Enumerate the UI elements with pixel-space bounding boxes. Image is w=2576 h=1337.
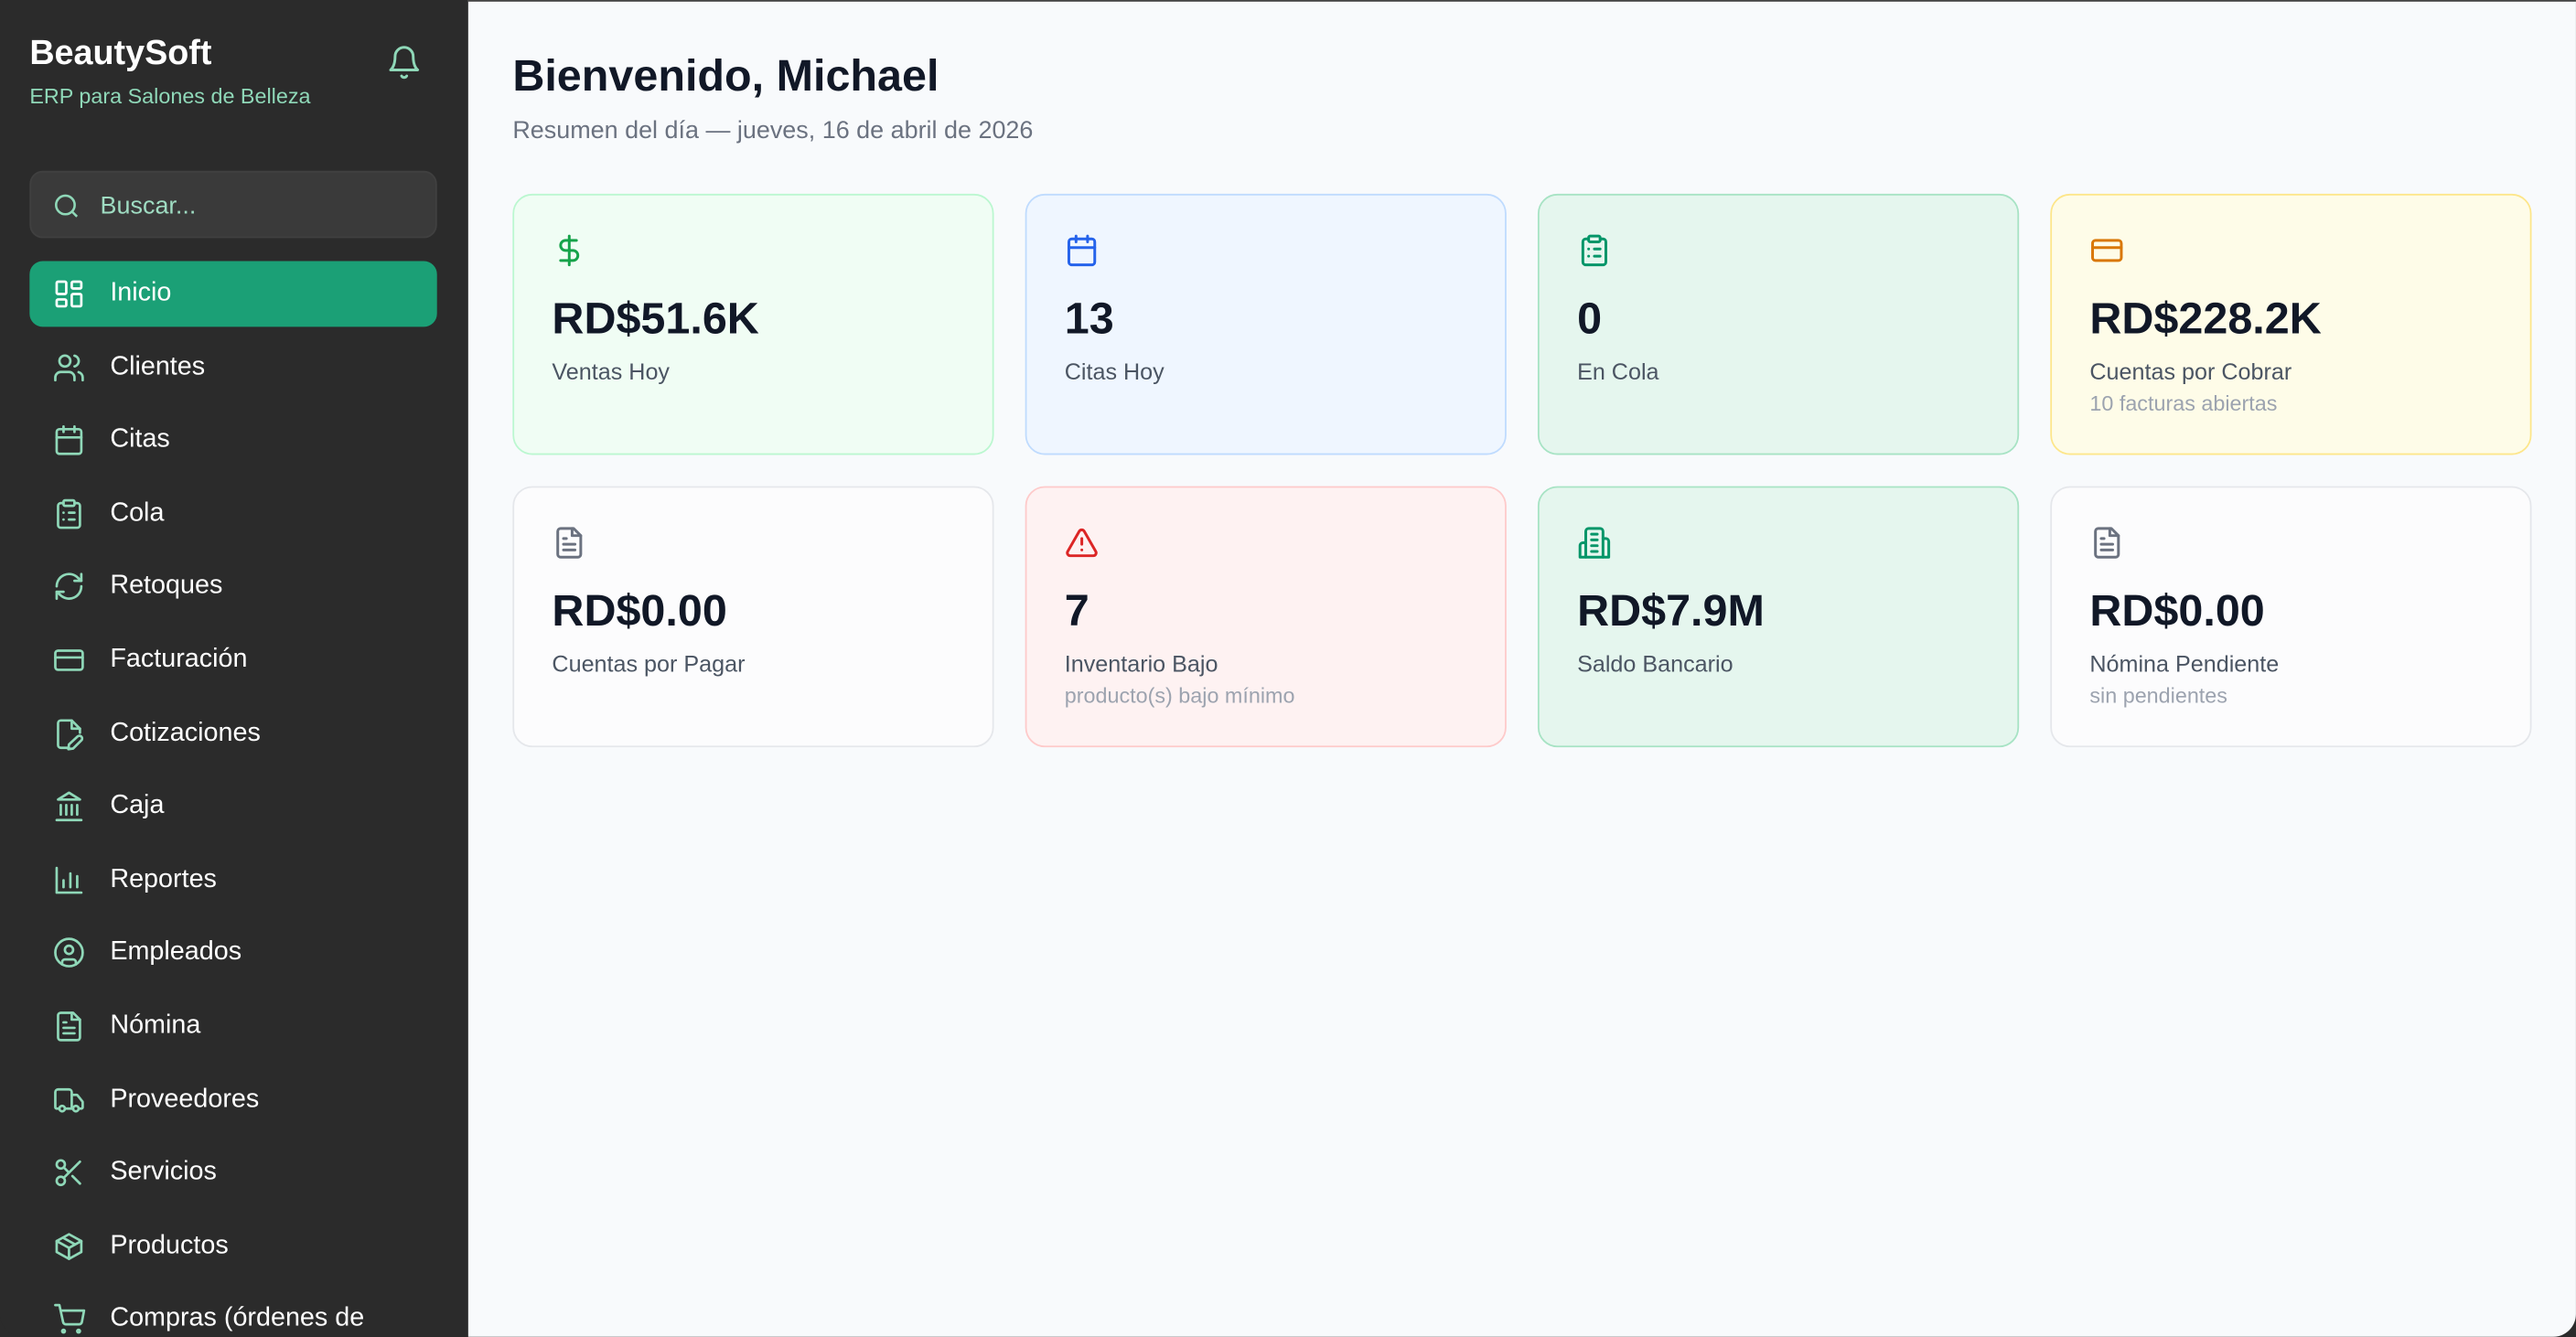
cart-icon (54, 1304, 86, 1334)
sidebar-item-inicio[interactable]: Inicio (29, 261, 437, 327)
sidebar-item-empleados[interactable]: Empleados (29, 920, 436, 986)
page-title: Bienvenido, Michael (512, 50, 939, 101)
file-edit-icon (57, 718, 84, 750)
clipboard-icon (1581, 234, 1607, 267)
alert-triangle-icon (1066, 528, 1098, 558)
sidebar-item-label: Citas (110, 425, 170, 455)
building-icon (1578, 527, 1611, 559)
app-subtitle: ERP para Salones de Belleza (29, 83, 311, 109)
search-icon (55, 194, 79, 218)
user-circle-icon (54, 937, 84, 968)
sidebar-item-label: Nómina (110, 1011, 201, 1040)
credit-card-icon (54, 649, 84, 671)
sidebar-item-label: Compras (órdenes de (110, 1304, 365, 1333)
bell-icon[interactable] (386, 44, 423, 80)
sidebar-item-label: Clientes (110, 352, 206, 380)
stat-card-nomina-pendiente[interactable]: RD$0.00 Nómina Pendiente sin pendientes (2050, 486, 2532, 748)
stat-label: Ventas Hoy (552, 358, 671, 385)
sidebar-item-citas[interactable]: Citas (29, 408, 436, 474)
stat-label: Cuentas por Cobrar (2089, 358, 2292, 385)
page-subtitle: Resumen del día — jueves, 16 de abril de… (512, 116, 1034, 145)
stat-value: 13 (1064, 294, 1114, 344)
sidebar-item-nomina[interactable]: Nómina (29, 993, 436, 1059)
stat-subtext: 10 facturas abiertas (2089, 390, 2278, 416)
stat-card-en-cola[interactable]: 0 En Cola (1537, 193, 2020, 455)
stat-label: En Cola (1577, 358, 1659, 385)
file-text-icon (2094, 527, 2120, 559)
clipboard-icon (57, 498, 81, 529)
stat-subtext: producto(s) bajo mínimo (1064, 683, 1295, 709)
stat-card-inventario-bajo[interactable]: 7 Inventario Bajo producto(s) bajo mínim… (1025, 486, 1507, 748)
sidebar-item-label: Empleados (110, 938, 242, 967)
stat-label: Inventario Bajo (1064, 650, 1218, 677)
sidebar-item-label: Cola (110, 498, 165, 528)
calendar-icon (1067, 234, 1097, 267)
sidebar-item-label: Facturación (110, 645, 248, 674)
calendar-icon (55, 425, 83, 455)
sidebar-item-reportes[interactable]: Reportes (29, 847, 436, 913)
stat-value: 7 (1064, 586, 1089, 636)
sidebar-item-productos[interactable]: Productos (29, 1214, 436, 1279)
credit-card-icon (2091, 239, 2123, 262)
main-content: Bienvenido, Michael Resumen del día — ju… (467, 0, 2576, 1337)
stat-label: Citas Hoy (1064, 358, 1165, 385)
stat-label: Cuentas por Pagar (552, 650, 746, 677)
stat-card-cuentas-por-cobrar[interactable]: RD$228.2K Cuentas por Cobrar 10 facturas… (2050, 193, 2532, 455)
sidebar-item-cotizaciones[interactable]: Cotizaciones (29, 701, 436, 766)
sidebar-item-retoques[interactable]: Retoques (29, 554, 436, 620)
stat-label: Nómina Pendiente (2089, 650, 2280, 677)
sidebar-item-clientes[interactable]: Clientes (29, 335, 436, 401)
dollar-icon (559, 234, 580, 267)
stat-card-ventas-hoy[interactable]: RD$51.6K Ventas Hoy (512, 193, 994, 455)
bar-chart-icon (55, 866, 83, 893)
stat-subtext: sin pendientes (2089, 683, 2227, 709)
stat-card-citas-hoy[interactable]: 13 Citas Hoy (1025, 193, 1507, 455)
sidebar-item-label: Cotizaciones (110, 718, 261, 747)
refresh-icon (55, 572, 83, 601)
search-input[interactable] (96, 172, 433, 241)
stat-value: RD$228.2K (2089, 294, 2322, 344)
sidebar-item-label: Inicio (110, 279, 172, 307)
sidebar-item-label: Productos (110, 1231, 229, 1259)
sidebar-item-label: Caja (110, 791, 165, 820)
package-icon (55, 1232, 83, 1260)
search-box[interactable] (29, 170, 437, 241)
stat-card-cuentas-por-pagar[interactable]: RD$0.00 Cuentas por Pagar (512, 486, 994, 748)
sidebar: BeautySoft ERP para Salones de Belleza I… (0, 0, 468, 1337)
stat-value: RD$51.6K (552, 294, 759, 344)
sidebar-item-label: Proveedores (110, 1085, 260, 1113)
sidebar-item-caja[interactable]: Caja (29, 774, 436, 840)
app-title: BeautySoft (29, 34, 212, 73)
sidebar-item-label: Retoques (110, 572, 223, 601)
sidebar-item-compras-ordenes-de[interactable]: Compras (órdenes de (29, 1287, 436, 1337)
stat-card-saldo-bancario[interactable]: RD$7.9M Saldo Bancario (1537, 486, 2020, 748)
sidebar-item-servicios[interactable]: Servicios (29, 1140, 436, 1206)
stat-value: 0 (1577, 294, 1603, 344)
dashboard-icon (55, 280, 83, 308)
sidebar-item-proveedores[interactable]: Proveedores (29, 1066, 436, 1132)
file-text-icon (556, 527, 583, 559)
bank-icon (55, 791, 83, 822)
sidebar-item-label: Servicios (110, 1158, 217, 1186)
stat-value: RD$0.00 (552, 586, 727, 636)
sidebar-item-cola[interactable]: Cola (29, 481, 436, 547)
truck-icon (54, 1087, 84, 1112)
sidebar-item-label: Reportes (110, 864, 217, 893)
stat-value: RD$0.00 (2089, 586, 2265, 636)
stat-value: RD$7.9M (1577, 586, 1765, 636)
sidebar-nav: Inicio Clientes Citas Cola Retoques Facturaci… (29, 261, 437, 1337)
file-text-icon (57, 1011, 81, 1042)
users-icon (54, 353, 84, 381)
scissors-icon (55, 1159, 81, 1187)
stat-label: Saldo Bancario (1577, 650, 1733, 677)
sidebar-item-facturacion[interactable]: Facturación (29, 627, 436, 693)
